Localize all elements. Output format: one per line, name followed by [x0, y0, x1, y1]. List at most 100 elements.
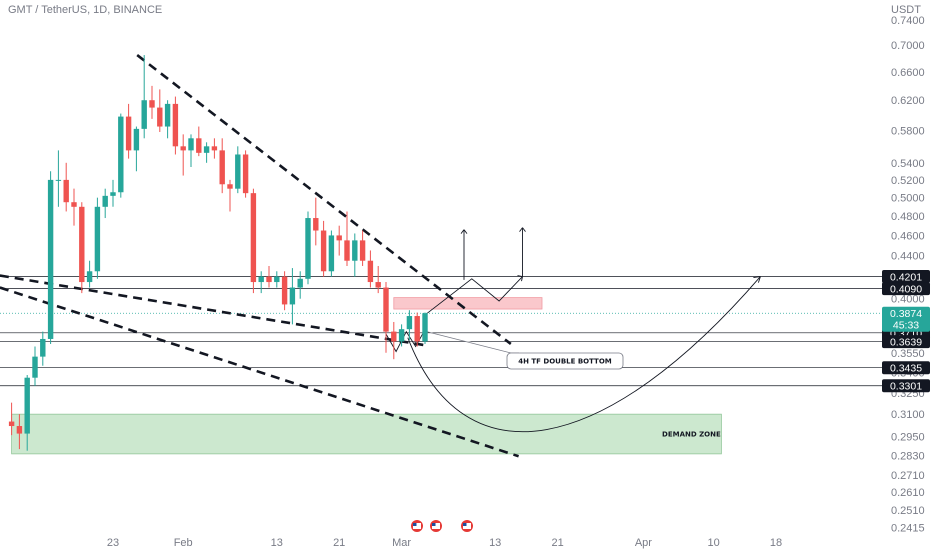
candle [266, 276, 272, 283]
candle [118, 116, 124, 193]
y-tick-label: 0.2830 [891, 450, 925, 462]
x-tick-label: 21 [333, 537, 345, 549]
candle [305, 218, 311, 279]
us-flag-event-icon [463, 523, 467, 526]
us-flag-event-icon [413, 523, 421, 529]
candle [274, 276, 280, 283]
y-tick-label: 0.4000 [891, 294, 925, 306]
y-tick-label: 0.7400 [891, 15, 925, 27]
y-tick-label: 0.3100 [891, 409, 925, 421]
candle [227, 184, 233, 189]
candle [297, 278, 303, 288]
us-flag-event-icon [463, 523, 471, 529]
candle [94, 206, 101, 272]
candle [157, 107, 163, 127]
candle [313, 218, 319, 231]
candle [55, 179, 62, 181]
candle [414, 316, 420, 342]
candle [367, 260, 374, 283]
candle [63, 179, 69, 203]
candle [102, 195, 108, 207]
demand-zone [11, 413, 722, 455]
candle [203, 146, 210, 153]
y-tick-label: 0.3550 [891, 348, 925, 360]
y-tick-label: 0.4600 [891, 230, 925, 242]
candle [250, 193, 257, 283]
level-price-label: 0.3639 [890, 337, 922, 349]
current-price-label: 0.3874 [890, 308, 922, 320]
candle [211, 146, 218, 151]
y-tick-label: 0.6600 [891, 67, 925, 79]
downtrend-line-upper [136, 54, 512, 345]
candle [336, 235, 342, 241]
y-tick-label: 0.2510 [891, 505, 925, 517]
x-tick-label: 10 [707, 537, 719, 549]
arrowhead-icon [517, 275, 523, 282]
candle [79, 206, 85, 283]
x-tick-label: 13 [271, 537, 283, 549]
arrow-up-icon [519, 227, 526, 232]
downtrend-line-lower [0, 286, 520, 458]
candle [219, 150, 225, 185]
x-tick-label: Apr [635, 537, 652, 549]
candle [383, 287, 389, 332]
events-layer[interactable] [411, 520, 473, 532]
us-flag-event-icon [432, 523, 436, 526]
candle [133, 128, 140, 151]
candle [422, 313, 428, 342]
level-price-label: 0.4201 [890, 272, 922, 284]
candle [8, 421, 15, 427]
candle [24, 377, 30, 434]
candle [172, 103, 179, 147]
candle [359, 240, 366, 261]
candle [320, 230, 327, 272]
level-price-tag [882, 282, 930, 296]
us-flag-event-icon [432, 523, 440, 529]
candle [47, 179, 54, 339]
arrow-up-icon [460, 229, 468, 234]
candle [398, 329, 405, 342]
candle [86, 271, 93, 283]
x-tick-label: Feb [174, 537, 193, 549]
projected-curve [407, 276, 761, 433]
candle [235, 154, 241, 189]
x-tick-label: Mar [392, 537, 411, 549]
level-price-tag [882, 361, 930, 375]
candle [352, 240, 358, 261]
y-tick-label: 0.4800 [891, 211, 925, 223]
y-tick-label: 0.2710 [891, 470, 925, 482]
y-tick-label: 0.2950 [891, 432, 925, 444]
candle [196, 138, 202, 153]
y-tick-label: 0.4400 [891, 251, 925, 263]
candle [164, 103, 171, 127]
level-price-label: 0.3435 [890, 363, 922, 375]
candle [406, 316, 413, 330]
candle [40, 338, 46, 357]
us-flag-event-icon [413, 523, 417, 526]
y-tick-label: 0.5000 [891, 193, 925, 205]
zones-layer: DEMAND ZONE [11, 297, 722, 455]
candles-layer [8, 55, 428, 451]
level-price-label: 0.4090 [890, 284, 922, 296]
y-tick-label: 0.5400 [891, 158, 925, 170]
x-tick-label: 13 [489, 537, 501, 549]
candle [71, 202, 77, 207]
candle [16, 426, 23, 434]
price-tags: 0.42010.40900.37100.36390.34350.33010.38… [882, 270, 930, 393]
candle [289, 287, 296, 305]
y-tick-label: 0.2610 [891, 487, 925, 499]
candle [242, 154, 249, 194]
candle [110, 192, 116, 196]
callout-text: 4H TF DOUBLE BOTTOM [518, 358, 612, 366]
candle [328, 235, 335, 272]
callout-box [506, 352, 624, 370]
x-tick-label: 18 [770, 537, 782, 549]
level-price-tag [882, 379, 930, 393]
y-tick-label: 0.6200 [891, 95, 925, 107]
candle [258, 276, 264, 283]
candle [141, 100, 147, 129]
candle [125, 116, 132, 151]
time-axis[interactable]: 23 Feb 13 21 Mar 13 21 Apr 10 18 [107, 537, 782, 549]
